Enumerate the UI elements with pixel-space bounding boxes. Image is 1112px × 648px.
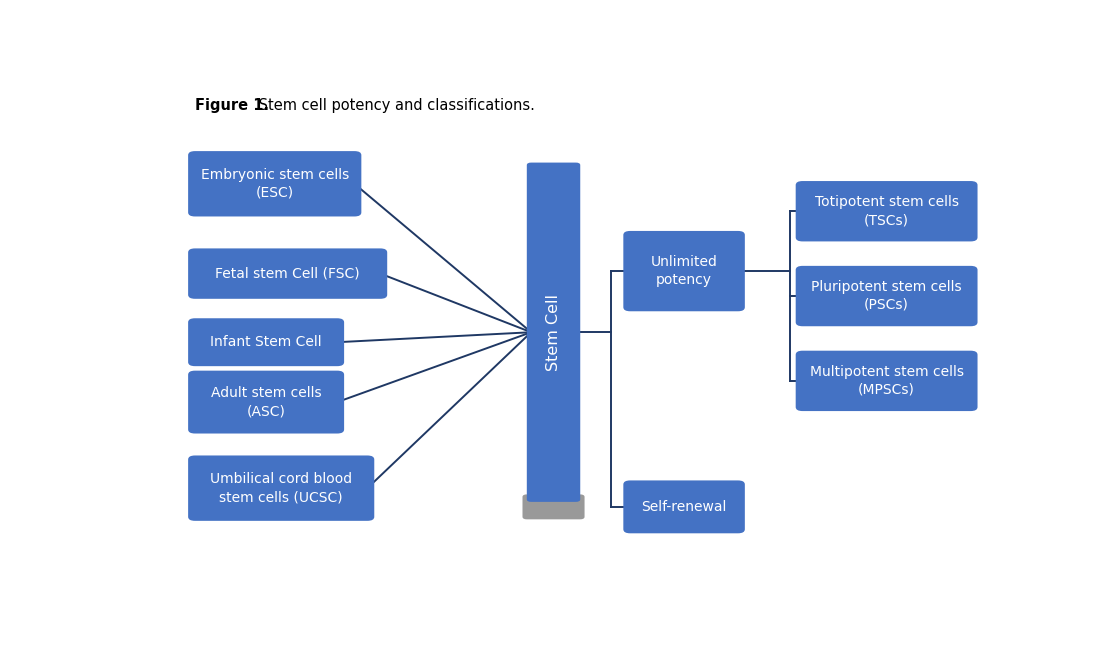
FancyBboxPatch shape — [188, 248, 387, 299]
Text: Totipotent stem cells
(TSCs): Totipotent stem cells (TSCs) — [815, 195, 959, 227]
Text: Stem Cell: Stem Cell — [546, 294, 562, 371]
Text: Unlimited
potency: Unlimited potency — [651, 255, 717, 287]
Text: Figure 1.: Figure 1. — [195, 98, 269, 113]
Text: Multipotent stem cells
(MPSCs): Multipotent stem cells (MPSCs) — [810, 365, 964, 397]
Text: Pluripotent stem cells
(PSCs): Pluripotent stem cells (PSCs) — [812, 280, 962, 312]
FancyBboxPatch shape — [188, 151, 361, 216]
FancyBboxPatch shape — [796, 181, 977, 242]
FancyBboxPatch shape — [796, 266, 977, 326]
FancyBboxPatch shape — [188, 318, 344, 366]
Text: Fetal stem Cell (FSC): Fetal stem Cell (FSC) — [216, 266, 360, 281]
FancyBboxPatch shape — [796, 351, 977, 411]
FancyBboxPatch shape — [188, 371, 344, 434]
Text: Umbilical cord blood
stem cells (UCSC): Umbilical cord blood stem cells (UCSC) — [210, 472, 353, 504]
Text: Self-renewal: Self-renewal — [642, 500, 727, 514]
Text: Adult stem cells
(ASC): Adult stem cells (ASC) — [211, 386, 321, 418]
Text: Embryonic stem cells
(ESC): Embryonic stem cells (ESC) — [200, 168, 349, 200]
FancyBboxPatch shape — [523, 494, 585, 519]
Text: Infant Stem Cell: Infant Stem Cell — [210, 335, 322, 349]
Text: Stem cell potency and classifications.: Stem cell potency and classifications. — [254, 98, 535, 113]
FancyBboxPatch shape — [527, 163, 580, 502]
FancyBboxPatch shape — [624, 231, 745, 311]
FancyBboxPatch shape — [188, 456, 375, 521]
FancyBboxPatch shape — [624, 480, 745, 533]
